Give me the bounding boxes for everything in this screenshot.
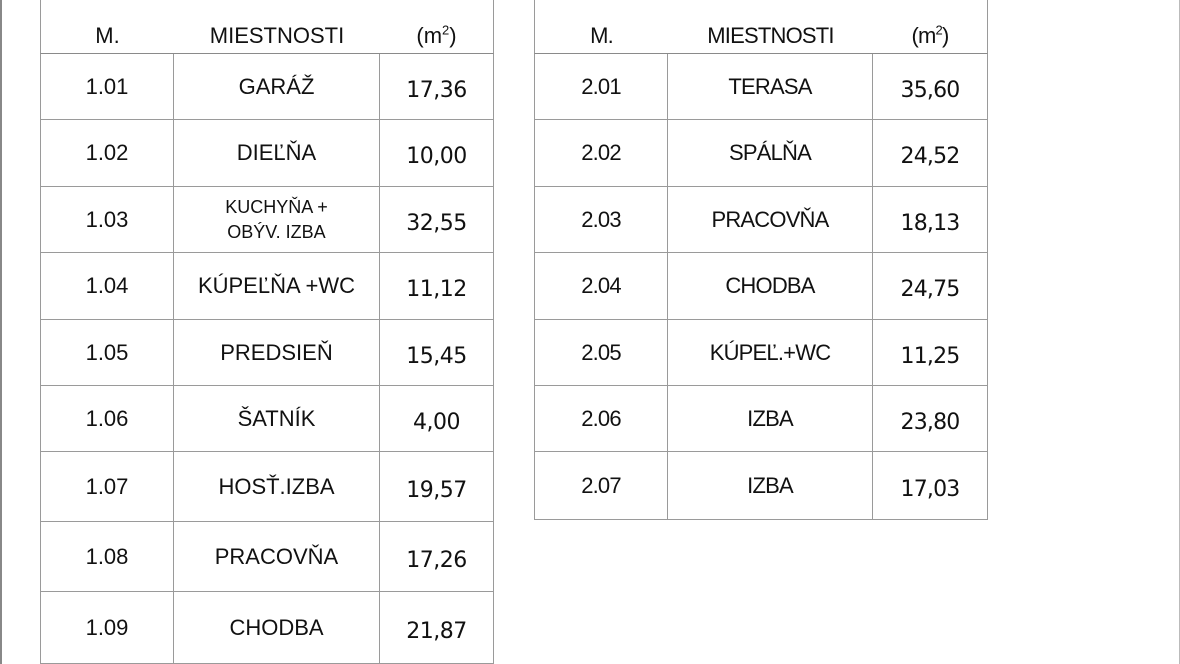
room-name: KÚPEĽ.+WC <box>668 320 873 386</box>
room-area: 19,57 <box>380 452 494 522</box>
header-area: (m2) <box>873 0 988 54</box>
room-area: 21,87 <box>380 592 494 664</box>
room-name: ŠATNÍK <box>174 386 380 452</box>
page-border <box>0 0 2 664</box>
room-name: KUCHYŇA + OBÝV. IZBA <box>174 187 380 253</box>
room-area: 35,60 <box>873 54 988 120</box>
area-unit: (m2) <box>416 22 457 49</box>
room-area: 18,13 <box>873 187 988 253</box>
room-name-line: OBÝV. IZBA <box>227 221 326 242</box>
room-number: 1.02 <box>40 120 174 187</box>
room-area: 10,00 <box>380 120 494 187</box>
room-number: 2.06 <box>534 386 668 452</box>
room-number: 1.06 <box>40 386 174 452</box>
header-room: MIESTNOSTI <box>174 0 380 54</box>
header-room: MIESTNOSTI <box>668 0 873 54</box>
room-name: PRACOVŇA <box>668 187 873 253</box>
room-name: CHODBA <box>174 592 380 664</box>
room-area: 17,26 <box>380 522 494 592</box>
room-area: 32,55 <box>380 187 494 253</box>
room-number: 2.05 <box>534 320 668 386</box>
room-area: 11,25 <box>873 320 988 386</box>
room-area: 23,80 <box>873 386 988 452</box>
area-unit: (m2) <box>911 22 949 49</box>
room-number: 1.01 <box>40 54 174 120</box>
room-number: 1.03 <box>40 187 174 253</box>
room-area: 4,00 <box>380 386 494 452</box>
room-name: SPÁLŇA <box>668 120 873 187</box>
room-number: 2.01 <box>534 54 668 120</box>
room-name: PRACOVŇA <box>174 522 380 592</box>
room-number: 1.05 <box>40 320 174 386</box>
room-name: IZBA <box>668 452 873 520</box>
room-number: 2.03 <box>534 187 668 253</box>
room-area: 24,75 <box>873 253 988 320</box>
room-number: 2.04 <box>534 253 668 320</box>
room-area: 15,45 <box>380 320 494 386</box>
room-name: GARÁŽ <box>174 54 380 120</box>
room-name: KÚPEĽŇA +WC <box>174 253 380 320</box>
room-area: 11,12 <box>380 253 494 320</box>
room-name: TERASA <box>668 54 873 120</box>
room-name: CHODBA <box>668 253 873 320</box>
room-area: 24,52 <box>873 120 988 187</box>
header-area: (m2) <box>380 0 494 54</box>
header-number: M. <box>40 0 174 54</box>
room-name: PREDSIEŇ <box>174 320 380 386</box>
room-number: 1.08 <box>40 522 174 592</box>
room-number: 2.07 <box>534 452 668 520</box>
room-number: 1.07 <box>40 452 174 522</box>
room-number: 2.02 <box>534 120 668 187</box>
room-number: 1.04 <box>40 253 174 320</box>
room-name-line: KUCHYŇA + <box>225 197 328 218</box>
room-area: 17,36 <box>380 54 494 120</box>
room-area: 17,03 <box>873 452 988 520</box>
header-number: M. <box>534 0 668 54</box>
room-number: 1.09 <box>40 592 174 664</box>
room-name: DIEĽŇA <box>174 120 380 187</box>
room-name: IZBA <box>668 386 873 452</box>
room-name: HOSŤ.IZBA <box>174 452 380 522</box>
